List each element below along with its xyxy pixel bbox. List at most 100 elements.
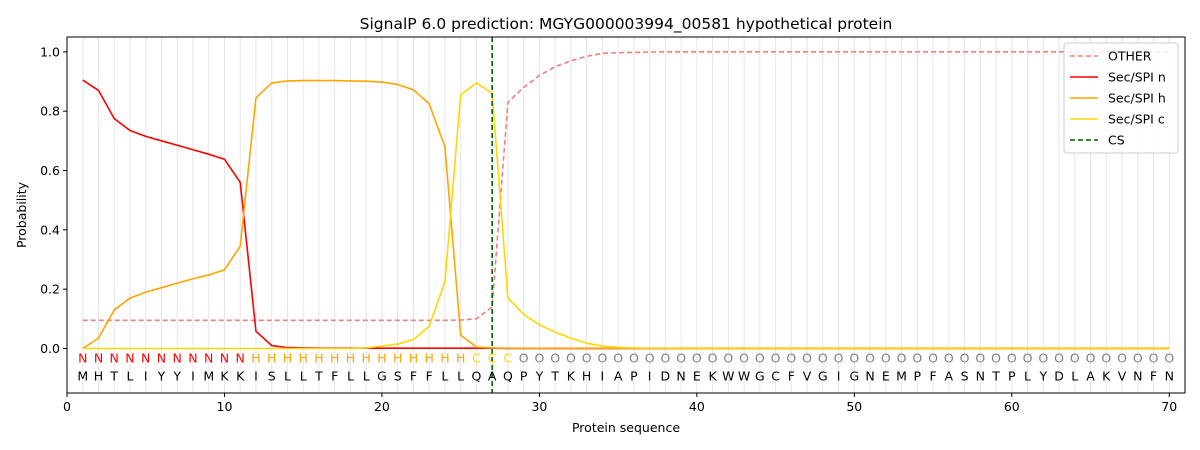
residue-label: D xyxy=(1054,369,1064,384)
residue-label: G xyxy=(849,369,859,384)
region-label: O xyxy=(597,351,607,366)
residue-label: I xyxy=(254,369,258,384)
residue-label: M xyxy=(896,369,907,384)
grid xyxy=(82,37,1170,393)
residue-label: V xyxy=(803,369,812,384)
region-label: O xyxy=(550,351,560,366)
residue-label: T xyxy=(550,369,559,384)
series-line-sec-spi-h xyxy=(82,79,1170,350)
region-label: H xyxy=(314,351,323,366)
residue-label: C xyxy=(771,369,780,384)
residue-label: T xyxy=(109,369,118,384)
residue-label: Q xyxy=(471,369,481,384)
residue-label: H xyxy=(94,369,103,384)
residue-label: P xyxy=(1008,369,1016,384)
region-label: O xyxy=(849,351,859,366)
region-label: O xyxy=(692,351,702,366)
region-label: O xyxy=(1007,351,1017,366)
region-label: C xyxy=(488,351,497,366)
residue-label: T xyxy=(991,369,1000,384)
residue-label: N xyxy=(1133,369,1142,384)
residue-label: G xyxy=(377,369,387,384)
x-axis-label: Protein sequence xyxy=(572,420,680,435)
residue-label: P xyxy=(520,369,528,384)
residue-label: K xyxy=(709,369,718,384)
residue-label: L xyxy=(441,369,448,384)
x-axis: 0 10 20 30 40 50 60 70 xyxy=(63,393,1177,414)
region-label: O xyxy=(755,351,765,366)
region-label: H xyxy=(377,351,386,366)
y-axis: 0.0 0.2 0.4 0.6 0.8 1.0 xyxy=(40,44,67,356)
region-label: O xyxy=(1070,351,1080,366)
residue-label: S xyxy=(268,369,276,384)
region-label: N xyxy=(78,351,87,366)
legend-entry: Sec/SPI h xyxy=(1108,91,1166,106)
region-label: O xyxy=(818,351,828,366)
region-label: O xyxy=(629,351,639,366)
series-line-sec-spi-n xyxy=(82,79,1170,350)
series-line-sec-spi-c xyxy=(82,82,1170,350)
residue-label: K xyxy=(1102,369,1111,384)
chart-title: SignalP 6.0 prediction: MGYG000003994_00… xyxy=(360,15,893,34)
y-tick-label: 0.0 xyxy=(40,341,60,356)
residue-label: I xyxy=(837,369,841,384)
region-label: O xyxy=(582,351,592,366)
residue-label: N xyxy=(676,369,685,384)
legend-entry: Sec/SPI c xyxy=(1108,112,1165,127)
region-label: O xyxy=(613,351,623,366)
region-label: O xyxy=(975,351,985,366)
region-label: H xyxy=(346,351,355,366)
residue-label: W xyxy=(722,369,734,384)
x-tick-label: 0 xyxy=(63,399,71,414)
residue-label: L xyxy=(284,369,291,384)
region-label: H xyxy=(456,351,465,366)
residue-label: I xyxy=(648,369,652,384)
region-label: N xyxy=(220,351,229,366)
x-tick-label: 70 xyxy=(1161,399,1177,414)
y-tick-label: 0.8 xyxy=(40,104,60,119)
region-label: O xyxy=(897,351,907,366)
region-label: H xyxy=(298,351,307,366)
region-label: O xyxy=(519,351,529,366)
residue-label: V xyxy=(1118,369,1127,384)
legend-entry: Sec/SPI n xyxy=(1108,70,1166,85)
region-label: H xyxy=(409,351,418,366)
region-label: O xyxy=(660,351,670,366)
region-label: N xyxy=(157,351,166,366)
residue-label: G xyxy=(818,369,828,384)
residue-label: F xyxy=(929,369,936,384)
x-tick-label: 20 xyxy=(374,399,390,414)
region-label: N xyxy=(125,351,134,366)
region-label: O xyxy=(1038,351,1048,366)
region-label: H xyxy=(267,351,276,366)
region-label: O xyxy=(802,351,812,366)
residue-label: M xyxy=(203,369,214,384)
residue-label: A xyxy=(614,369,623,384)
x-tick-label: 10 xyxy=(217,399,233,414)
residue-label: Y xyxy=(172,369,181,384)
residue-label: L xyxy=(1071,369,1078,384)
region-label: N xyxy=(204,351,213,366)
residue-label: K xyxy=(567,369,576,384)
region-label: O xyxy=(645,351,655,366)
region-label: H xyxy=(440,351,449,366)
residue-label: L xyxy=(347,369,354,384)
region-label: C xyxy=(504,351,513,366)
region-label: O xyxy=(676,351,686,366)
region-label: C xyxy=(472,351,481,366)
region-label: O xyxy=(566,351,576,366)
x-tick-label: 40 xyxy=(689,399,705,414)
residue-label: W xyxy=(738,369,750,384)
y-tick-label: 0.2 xyxy=(40,282,60,297)
region-label: O xyxy=(944,351,954,366)
region-label: O xyxy=(786,351,796,366)
residue-label: T xyxy=(314,369,323,384)
region-label: O xyxy=(960,351,970,366)
residue-label: A xyxy=(1086,369,1095,384)
residue-label: L xyxy=(127,369,134,384)
region-label: O xyxy=(1149,351,1159,366)
region-label: H xyxy=(393,351,402,366)
region-label: N xyxy=(94,351,103,366)
y-tick-label: 0.4 xyxy=(40,222,60,237)
